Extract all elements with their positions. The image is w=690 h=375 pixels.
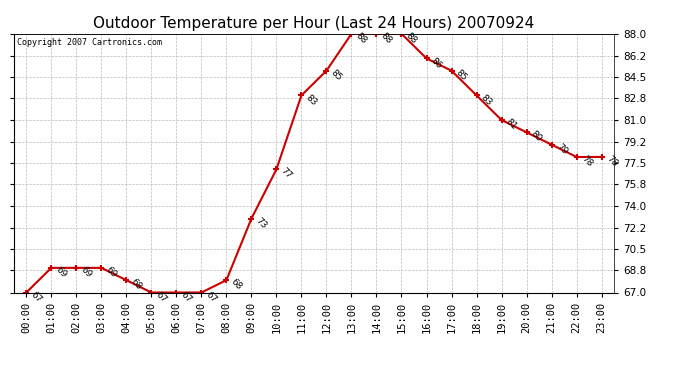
Text: 88: 88 <box>354 31 368 45</box>
Text: 69: 69 <box>54 265 68 280</box>
Text: 67: 67 <box>204 290 219 304</box>
Text: 78: 78 <box>604 154 619 169</box>
Text: 69: 69 <box>104 265 119 280</box>
Text: 67: 67 <box>179 290 194 304</box>
Text: 83: 83 <box>480 93 494 107</box>
Text: 85: 85 <box>329 68 344 82</box>
Text: 77: 77 <box>279 166 294 181</box>
Text: 86: 86 <box>429 56 444 70</box>
Text: 73: 73 <box>254 216 268 230</box>
Text: 69: 69 <box>79 265 94 280</box>
Text: 67: 67 <box>29 290 43 304</box>
Text: 88: 88 <box>404 31 419 45</box>
Text: 83: 83 <box>304 93 319 107</box>
Text: 79: 79 <box>554 142 569 156</box>
Text: 80: 80 <box>529 129 544 144</box>
Text: Copyright 2007 Cartronics.com: Copyright 2007 Cartronics.com <box>17 38 161 46</box>
Text: 68: 68 <box>229 278 244 292</box>
Text: 88: 88 <box>380 31 394 45</box>
Text: 67: 67 <box>154 290 168 304</box>
Text: 81: 81 <box>504 117 519 132</box>
Text: 78: 78 <box>580 154 594 169</box>
Title: Outdoor Temperature per Hour (Last 24 Hours) 20070924: Outdoor Temperature per Hour (Last 24 Ho… <box>93 16 535 31</box>
Text: 85: 85 <box>454 68 469 82</box>
Text: 68: 68 <box>129 278 144 292</box>
